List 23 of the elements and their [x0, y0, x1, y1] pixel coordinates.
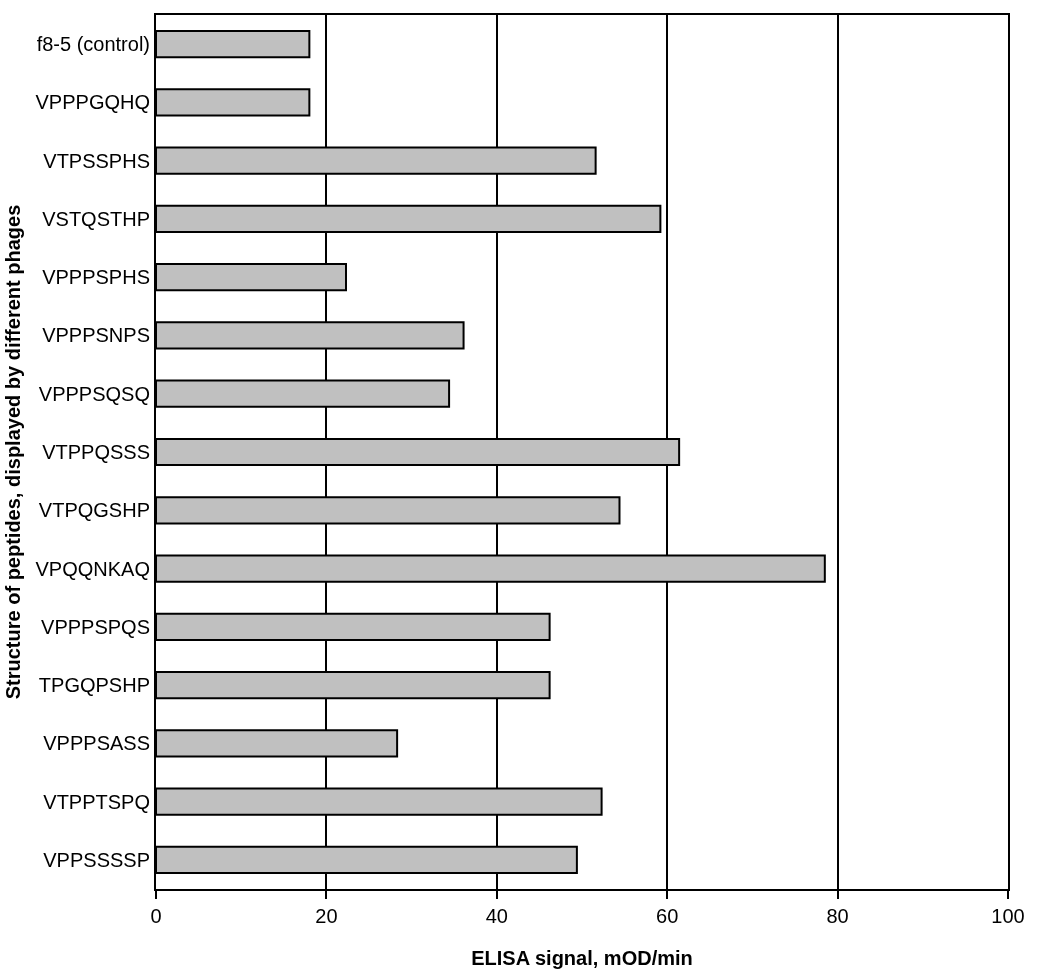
y-tick-label: VTPSSPHS — [43, 149, 150, 172]
y-tick-label: VSTQSTHP — [42, 207, 150, 230]
x-tick-label: 40 — [485, 905, 508, 927]
y-tick-label: VPPPGQHQ — [35, 91, 150, 114]
y-tick-label: VPPPSPQS — [41, 615, 150, 638]
y-tick-label: VPPPSASS — [43, 732, 150, 755]
y-tick-label: VTPPTSPQ — [43, 790, 150, 813]
y-tick-label: VTPPQSSS — [42, 441, 150, 463]
y-tick-label: VPQQNKAQ — [35, 557, 150, 580]
x-tick-label: 20 — [315, 905, 338, 927]
y-tick-label: f8-5 (control) — [36, 33, 150, 56]
x-tick-label: 60 — [656, 905, 679, 927]
y-tick-label: VTPQGSHP — [38, 499, 150, 522]
y-tick-label: VPPPSPHS — [42, 266, 150, 289]
x-tick-label: 100 — [991, 905, 1025, 927]
x-tick-label: 0 — [150, 905, 162, 927]
x-tick-label: 80 — [826, 905, 849, 927]
y-tick-label: VPPSSSSP — [43, 848, 150, 871]
y-axis-title: Structure of peptides, displayed by different phages — [1, 204, 24, 700]
x-axis-title: ELISA signal, mOD/min — [471, 947, 693, 969]
y-tick-label: VPPPSNPS — [42, 324, 150, 347]
y-tick-label: TPGQPSHP — [38, 674, 150, 697]
y-tick-label: VPPPSQSQ — [38, 382, 150, 405]
